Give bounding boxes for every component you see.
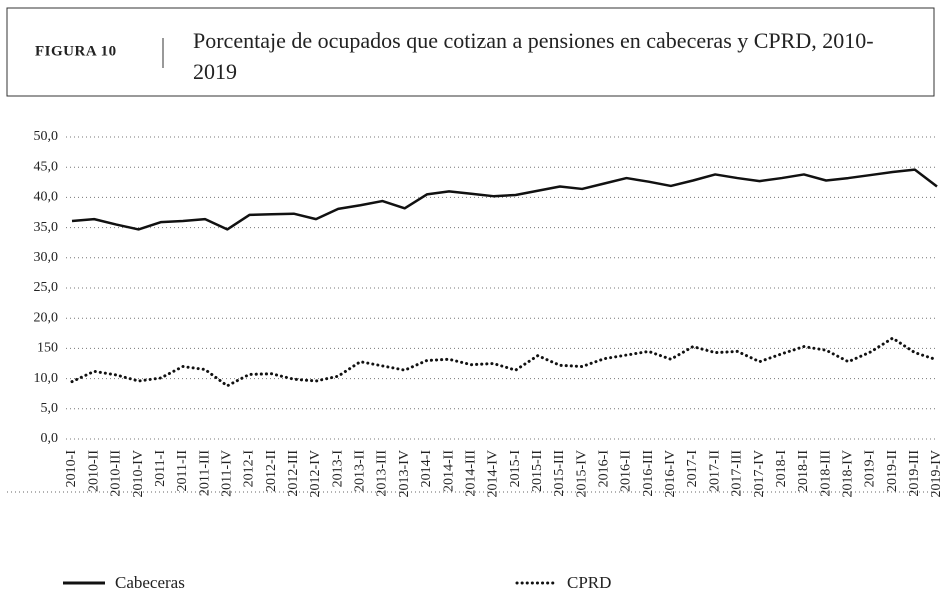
x-tick-label: 2012-II <box>264 450 279 492</box>
legend-label: Cabeceras <box>115 573 185 592</box>
x-tick-label: 2019-IV <box>929 450 944 497</box>
series-line <box>70 336 939 388</box>
x-tick-label: 2019-II <box>885 450 900 492</box>
x-tick-label: 2012-I <box>242 450 257 488</box>
x-tick-label: 2016-IV <box>663 450 678 497</box>
x-tick-label: 2019-I <box>863 450 878 488</box>
x-tick-label: 2010-IV <box>131 450 146 497</box>
y-tick-label: 10,0 <box>34 371 59 386</box>
x-tick-label: 2014-I <box>419 450 434 488</box>
x-tick-label: 2013-III <box>375 450 390 497</box>
x-tick-label: 2012-IV <box>308 450 323 497</box>
x-tick-label: 2018-II <box>796 450 811 492</box>
x-tick-label: 2017-I <box>685 450 700 488</box>
x-tick-label: 2016-II <box>619 450 634 492</box>
x-tick-label: 2010-II <box>86 450 101 492</box>
x-tick-label: 2017-III <box>730 450 745 497</box>
x-tick-label: 2013-II <box>353 450 368 492</box>
x-tick-label: 2014-III <box>463 450 478 497</box>
x-tick-label: 2015-III <box>552 450 567 497</box>
x-tick-label: 2018-IV <box>841 450 856 497</box>
y-tick-label: 25,0 <box>34 280 59 295</box>
y-tick-label: 0,0 <box>41 431 59 446</box>
title-box <box>6 7 935 97</box>
x-tick-label: 2018-I <box>774 450 789 488</box>
x-tick-label: 2015-II <box>530 450 545 492</box>
x-tick-label: 2013-IV <box>397 450 412 497</box>
x-tick-label: 2011-I <box>153 450 168 487</box>
y-tick-label: 45,0 <box>34 159 59 174</box>
y-tick-label: 30,0 <box>34 250 59 265</box>
x-tick-label: 2017-II <box>707 450 722 492</box>
x-tick-label: 2013-I <box>330 450 345 488</box>
chart-title: Porcentaje de ocupados que cotizan a pen… <box>193 28 874 84</box>
x-tick-label: 2014-IV <box>486 450 501 497</box>
x-tick-label: 2010-III <box>109 450 124 497</box>
legend-label: CPRD <box>567 573 611 592</box>
x-tick-label: 2016-I <box>597 450 612 488</box>
y-tick-label: 35,0 <box>34 220 59 235</box>
series-line <box>71 168 938 231</box>
x-tick-label: 2018-III <box>818 450 833 497</box>
figure-label: FIGURA 10 <box>35 43 117 59</box>
x-tick-label: 2010-I <box>64 450 79 488</box>
x-tick-label: 2016-III <box>641 450 656 497</box>
y-tick-label: 20,0 <box>34 310 59 325</box>
y-tick-label: 40,0 <box>34 190 59 205</box>
x-tick-label: 2014-II <box>441 450 456 492</box>
x-tick-label: 2011-III <box>197 450 212 496</box>
x-tick-label: 2015-I <box>508 450 523 488</box>
x-tick-label: 2019-III <box>907 450 922 497</box>
x-tick-label: 2012-III <box>286 450 301 497</box>
x-tick-label: 2011-II <box>175 450 190 492</box>
x-tick-label: 2015-IV <box>574 450 589 497</box>
x-tick-label: 2011-IV <box>219 450 234 497</box>
y-tick-label: 5,0 <box>41 401 59 416</box>
y-tick-label: 150 <box>37 341 58 356</box>
x-tick-label: 2017-IV <box>752 450 767 497</box>
y-tick-label: 50,0 <box>34 129 59 144</box>
